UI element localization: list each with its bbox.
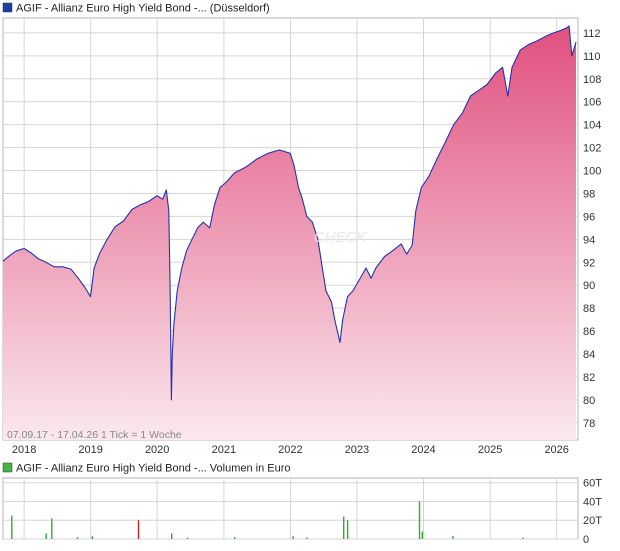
volume-bars bbox=[11, 501, 524, 539]
price-y-tick-label: 100 bbox=[583, 166, 601, 178]
price-y-tick-label: 106 bbox=[583, 97, 601, 109]
price-y-tick-label: 102 bbox=[583, 143, 601, 155]
x-tick-label: 2021 bbox=[212, 444, 236, 456]
volume-bar bbox=[346, 520, 349, 539]
price-y-tick-label: 94 bbox=[583, 234, 595, 246]
watermark: CHECK bbox=[314, 229, 368, 246]
volume-bar bbox=[522, 537, 524, 539]
x-tick-label: 2025 bbox=[478, 444, 502, 456]
price-legend-swatch bbox=[2, 2, 13, 13]
volume-bar bbox=[51, 518, 53, 539]
price-y-tick-label: 86 bbox=[583, 326, 595, 338]
volume-grid bbox=[3, 478, 578, 540]
volume-legend-label: AGIF - Allianz Euro High Yield Bond -...… bbox=[16, 463, 291, 475]
price-y-tick-label: 104 bbox=[583, 120, 601, 132]
volume-bar bbox=[292, 536, 294, 539]
volume-y-tick-label: 20T bbox=[583, 515, 602, 527]
volume-bar bbox=[76, 537, 79, 539]
volume-bar bbox=[452, 536, 454, 539]
volume-y-tick-label: 40T bbox=[583, 496, 602, 508]
volume-bar bbox=[343, 516, 345, 539]
volume-bar bbox=[421, 531, 423, 539]
x-tick-label: 2018 bbox=[12, 444, 36, 456]
price-series bbox=[2, 25, 577, 440]
price-y-tick-label: 110 bbox=[583, 51, 601, 63]
volume-bar bbox=[91, 536, 94, 539]
price-y-tick-label: 88 bbox=[583, 303, 595, 315]
price-area bbox=[3, 26, 576, 440]
price-y-tick-label: 80 bbox=[583, 395, 595, 407]
x-tick-label: 2022 bbox=[278, 444, 302, 456]
volume-bar bbox=[11, 515, 13, 539]
price-line bbox=[2, 25, 577, 401]
price-y-tick-label: 96 bbox=[583, 211, 595, 223]
volume-y-tick-label: 0 bbox=[583, 534, 589, 546]
price-y-tick-label: 90 bbox=[583, 280, 595, 292]
x-tick-label: 2024 bbox=[411, 444, 435, 456]
volume-legend-swatch bbox=[2, 462, 13, 473]
price-y-axis: 78 80 82 84 86 88 90 92 94 96 98 100 102 104 106 108 110… bbox=[583, 28, 601, 430]
price-y-tick-label: 92 bbox=[583, 257, 595, 269]
volume-y-axis: 0 20T 40T 60T bbox=[583, 478, 602, 546]
volume-y-tick-label: 60T bbox=[583, 478, 602, 490]
price-y-tick-label: 98 bbox=[583, 188, 595, 200]
volume-bar bbox=[418, 501, 421, 539]
x-tick-label: 2019 bbox=[78, 444, 102, 456]
price-y-tick-label: 84 bbox=[583, 349, 595, 361]
x-tick-label: 2026 bbox=[544, 444, 568, 456]
volume-bar bbox=[171, 533, 173, 539]
volume-bar bbox=[137, 520, 140, 539]
volume-bar bbox=[306, 537, 308, 539]
date-range-footer: 07.09.17 - 17.04.26 1 Tick = 1 Woche bbox=[7, 429, 182, 441]
price-y-tick-label: 112 bbox=[583, 28, 601, 40]
price-y-tick-label: 108 bbox=[583, 74, 601, 86]
x-tick-label: 2023 bbox=[345, 444, 369, 456]
volume-bar bbox=[234, 537, 236, 539]
volume-bar bbox=[45, 533, 47, 539]
price-x-axis: 2018 2019 2020 2021 2022 2023 2024 2025 2026 bbox=[12, 444, 569, 456]
volume-bar bbox=[186, 537, 189, 539]
price-y-tick-label: 82 bbox=[583, 372, 595, 384]
price-legend-label: AGIF - Allianz Euro High Yield Bond -...… bbox=[16, 3, 270, 15]
x-tick-label: 2020 bbox=[145, 444, 169, 456]
price-y-tick-label: 78 bbox=[583, 418, 595, 430]
